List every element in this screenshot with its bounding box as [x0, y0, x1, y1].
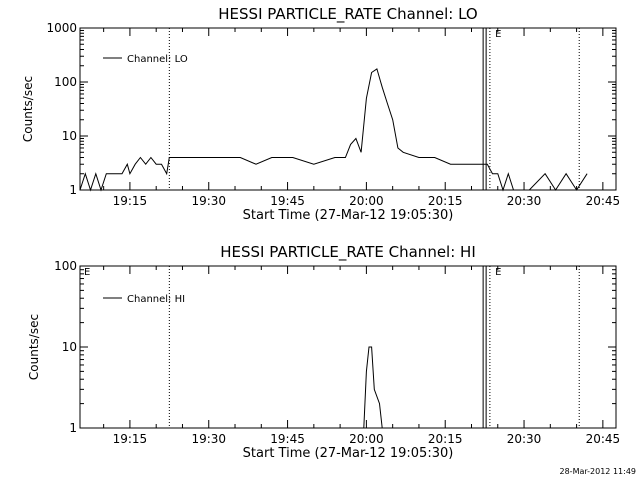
- legend-label: Channel: HI: [127, 294, 185, 305]
- x-tick-label: 20:00: [349, 194, 384, 208]
- flag-label: E: [495, 29, 501, 40]
- x-tick-label: 20:30: [507, 194, 542, 208]
- y-tick-label: 1: [69, 421, 77, 435]
- flag-label: E: [84, 267, 90, 278]
- x-tick-label: 20:15: [428, 432, 463, 446]
- x-tick-label: 19:15: [113, 194, 148, 208]
- x-tick-label: 19:45: [270, 194, 305, 208]
- y-tick-label: 100: [54, 75, 77, 89]
- plot-frame: [79, 27, 617, 191]
- flag-label: E: [495, 267, 501, 278]
- x-tick-label: 20:00: [349, 432, 384, 446]
- y-axis-label: Counts/sec: [27, 314, 41, 380]
- x-tick-label: 19:30: [191, 194, 226, 208]
- y-tick-label: 100: [54, 259, 77, 273]
- x-tick-label: 19:30: [191, 432, 226, 446]
- y-axis-label: Counts/sec: [21, 76, 35, 142]
- x-tick-label: 20:45: [586, 194, 621, 208]
- x-tick-label: 20:15: [428, 194, 463, 208]
- x-axis-label: Start Time (27-Mar-12 19:05:30): [243, 446, 454, 461]
- y-tick-label: 1: [69, 183, 77, 197]
- footer-timestamp: 28-Mar-2012 11:49: [560, 467, 637, 476]
- series-line: [363, 346, 383, 429]
- chart-title: HESSI PARTICLE_RATE Channel: LO: [218, 5, 477, 24]
- chart-title: HESSI PARTICLE_RATE Channel: HI: [220, 243, 476, 262]
- x-tick-label: 19:15: [113, 432, 148, 446]
- series-line: [79, 68, 588, 192]
- y-tick-label: 1000: [46, 21, 77, 35]
- x-tick-label: 20:30: [507, 432, 542, 446]
- plot-frame: [79, 265, 617, 429]
- chart-panel-hi: HESSI PARTICLE_RATE Channel: HI E E Channel…: [27, 243, 620, 461]
- y-tick-label: 10: [62, 129, 77, 143]
- legend-label: Channel: LO: [127, 54, 188, 65]
- x-axis-label: Start Time (27-Mar-12 19:05:30): [243, 208, 454, 223]
- y-tick-label: 10: [62, 340, 77, 354]
- chart-panel-lo: HESSI PARTICLE_RATE Channel: LO E Channel:…: [21, 5, 620, 223]
- x-tick-label: 20:45: [586, 432, 621, 446]
- x-tick-label: 19:45: [270, 432, 305, 446]
